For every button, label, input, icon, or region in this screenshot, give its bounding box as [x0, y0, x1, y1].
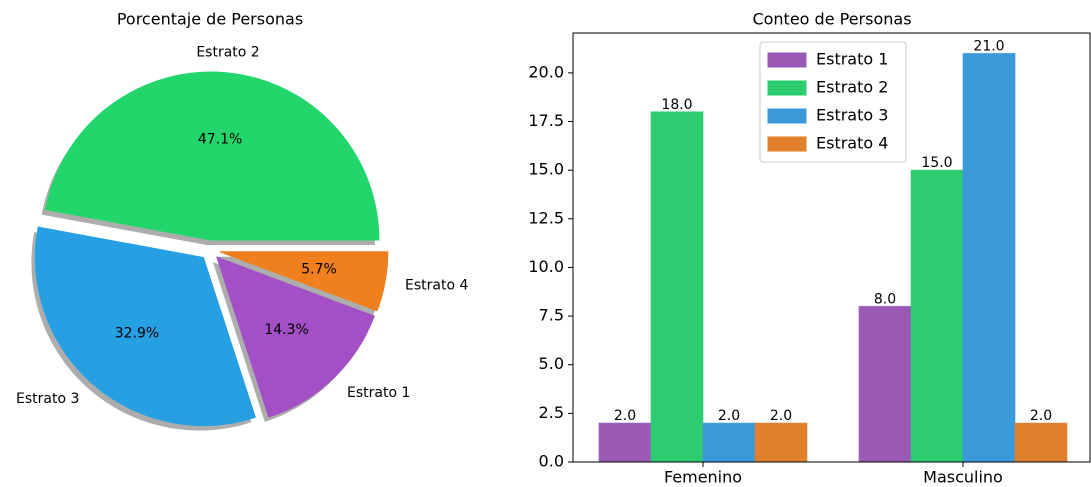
bar	[962, 52, 1016, 463]
slice-label: Estrato 4	[405, 277, 468, 293]
slice-value-label: 32.9%	[115, 325, 159, 341]
x-tick-label: Masculino	[923, 468, 1003, 487]
slice-label: Estrato 2	[196, 45, 259, 61]
y-tick-label: 5.0	[539, 354, 564, 373]
pie-title: Porcentaje de Personas	[117, 10, 303, 29]
bar	[858, 305, 912, 463]
slice-label: Estrato 1	[347, 385, 410, 401]
pie-slice	[45, 71, 380, 241]
bar-value-label: 15.0	[921, 155, 952, 171]
legend-label: Estrato 1	[816, 50, 888, 69]
bar	[1014, 422, 1068, 463]
bar-value-label: 8.0	[874, 291, 896, 307]
x-tick-label: Femenino	[664, 468, 742, 487]
legend-label: Estrato 4	[816, 134, 888, 153]
legend-swatch	[767, 52, 807, 68]
y-tick-label: 7.5	[539, 306, 564, 325]
bar	[598, 422, 652, 463]
y-tick-label: 20.0	[528, 62, 564, 81]
y-tick-label: 17.5	[528, 111, 564, 130]
legend-swatch	[767, 80, 807, 96]
slice-value-label: 14.3%	[264, 322, 308, 338]
bar-title: Conteo de Personas	[752, 10, 911, 29]
y-tick-label: 10.0	[528, 257, 564, 276]
bar	[650, 111, 704, 463]
bar-value-label: 18.0	[661, 97, 692, 113]
y-tick-label: 15.0	[528, 160, 564, 179]
bar	[754, 422, 808, 463]
bar-value-label: 2.0	[718, 408, 740, 424]
legend-label: Estrato 3	[816, 106, 888, 125]
bar	[702, 422, 756, 463]
y-tick-label: 0.0	[539, 452, 564, 471]
plot-frame	[572, 32, 1091, 463]
bar-value-label: 2.0	[1030, 408, 1052, 424]
slice-label: Estrato 3	[16, 391, 79, 407]
bar-value-label: 21.0	[973, 38, 1004, 54]
pie-slice	[219, 251, 389, 312]
legend-swatch	[767, 136, 807, 152]
slice-value-label: 47.1%	[198, 132, 242, 148]
pie-slice	[216, 256, 375, 418]
legend-label: Estrato 2	[816, 78, 888, 97]
y-tick-label: 2.5	[539, 403, 564, 422]
pie-slice	[34, 226, 256, 427]
bar-value-label: 2.0	[770, 408, 792, 424]
legend-swatch	[767, 108, 807, 124]
y-tick-label: 12.5	[528, 208, 564, 227]
bar-value-label: 2.0	[614, 408, 636, 424]
legend-box	[759, 41, 907, 163]
slice-value-label: 5.7%	[301, 262, 337, 278]
bar	[910, 169, 964, 463]
